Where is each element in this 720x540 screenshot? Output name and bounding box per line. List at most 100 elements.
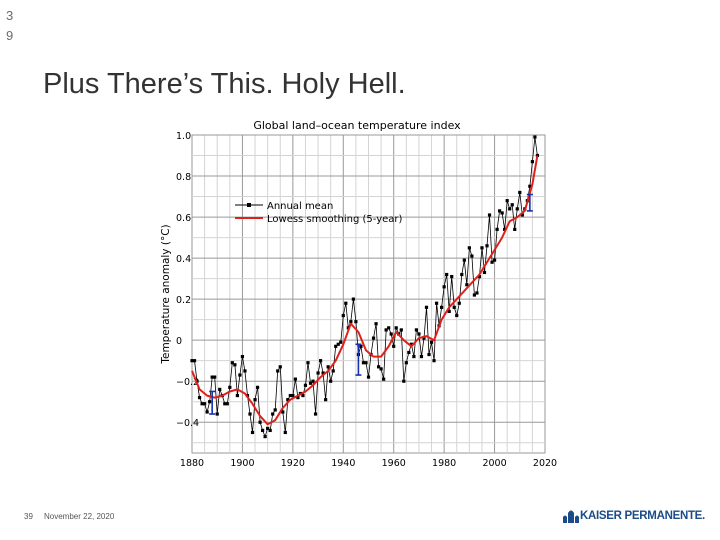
annual-mean-point [510,203,514,207]
annual-mean-point [197,396,202,400]
annual-mean-point [223,402,227,406]
annual-mean-point [417,332,421,336]
annual-mean-point [326,365,330,369]
annual-mean-point [447,309,451,314]
grid-lines [192,134,545,453]
annual-mean-point [389,332,393,336]
legend-annual-marker [247,203,251,207]
annual-mean-point [492,258,497,262]
temperature-chart: 1.0 0.8 0.6 0.4 0.2 0 −0.2 −0.4 1880 1900 1920 1940… [160,119,557,469]
annual-mean-point [475,291,479,295]
annual-mean-point [480,246,484,250]
tick-labels: 1.0 0.8 0.6 0.4 0.2 0 −0.2 −0.4 1880 1900 1920 1940… [176,131,557,469]
annual-mean-point [283,430,287,435]
annual-mean-point [371,336,376,340]
annual-mean-point [404,361,408,365]
annual-mean-point [351,297,355,301]
annual-mean-point [442,285,446,289]
annual-mean-point [402,379,406,383]
annual-mean-point [500,211,504,215]
annual-mean-point [482,270,487,275]
logo-text: KAISER PERMANENTE. [580,510,705,522]
annual-mean-point [515,207,519,211]
annual-mean-point [382,377,386,381]
slide-number-top: 3 9 [6,8,14,43]
annual-mean-point [271,412,275,416]
annual-mean-point [311,379,315,383]
annual-mean-point [321,371,325,375]
annual-mean-point [303,383,308,387]
annual-mean-point [432,359,436,363]
annual-mean-point [462,258,466,262]
annual-mean-point [293,377,297,381]
logo-icon [563,510,579,523]
annual-mean-point [498,209,502,213]
annual-mean-point [422,336,426,340]
annual-mean-point [434,301,439,305]
annual-mean-point [414,328,419,332]
annual-mean-point [467,246,471,250]
annual-mean-point [233,363,237,367]
annual-mean-point [376,365,381,369]
kaiser-logo: KAISER PERMANENTE. [562,505,705,527]
footer-date: November 22, 2020 [44,512,115,521]
annual-mean-point [248,412,252,416]
annual-mean-point [192,359,197,363]
annual-mean-point [452,305,456,309]
annual-mean-point [409,342,413,346]
y-tick-label: 0.4 [176,254,191,265]
annual-mean-point [230,361,234,365]
annual-mean-point [399,328,403,332]
y-tick-label: 0.8 [176,172,191,183]
annual-mean-point [470,254,474,258]
annual-mean-point [258,420,262,424]
annual-mean-point [218,387,222,391]
y-tick-label: 0.2 [176,295,191,306]
annual-mean-point [374,322,378,326]
annual-mean-point [255,385,260,389]
annual-mean-point [240,354,245,359]
annual-mean-point [530,160,534,164]
annual-mean-point [477,274,482,279]
annual-mean-point [273,408,277,412]
annual-mean-point [528,184,532,188]
y-tick-label: −0.4 [176,418,199,429]
annual-mean-point [334,344,338,348]
legend-lowess-label: Lowess smoothing (5-year) [267,214,403,225]
annual-mean-point [250,430,255,435]
annual-mean-point [253,398,257,402]
annual-mean-point [268,428,272,433]
annual-mean-point [276,369,280,373]
annual-mean-point [533,135,537,139]
annual-mean-point [505,199,509,203]
annual-mean-point [225,402,229,406]
annual-mean-point [296,396,300,400]
annual-mean-point [278,365,282,369]
annual-mean-point [440,305,444,309]
x-tick-label: 1960 [382,458,406,469]
annual-mean-point [419,354,424,359]
footer-slide-number: 39 [24,512,33,521]
annual-mean-point [520,213,524,217]
annual-mean-point [455,313,459,318]
annual-mean-point [235,393,239,398]
annual-mean-point [243,369,247,373]
annual-mean-point [215,412,219,416]
x-tick-label: 1900 [230,458,254,469]
annual-mean-point [361,361,366,365]
legend: Annual mean Lowess smoothing (5-year) [235,201,403,225]
annual-mean-point [329,379,333,383]
annual-mean-point [349,320,353,324]
annual-mean-point [318,359,323,363]
annual-mean-point [354,320,358,324]
annual-mean-point [427,352,431,357]
annual-mean-point [384,328,388,332]
annual-mean-point [213,375,217,379]
slide-title: Plus There’s This. Holy Hell. [43,68,406,100]
annual-mean-point [518,190,522,195]
annual-mean-point [387,326,391,330]
y-tick-label: −0.2 [176,377,199,388]
x-tick-label: 1880 [180,458,204,469]
annual-mean-point [407,350,411,355]
annual-mean-point [359,344,363,348]
